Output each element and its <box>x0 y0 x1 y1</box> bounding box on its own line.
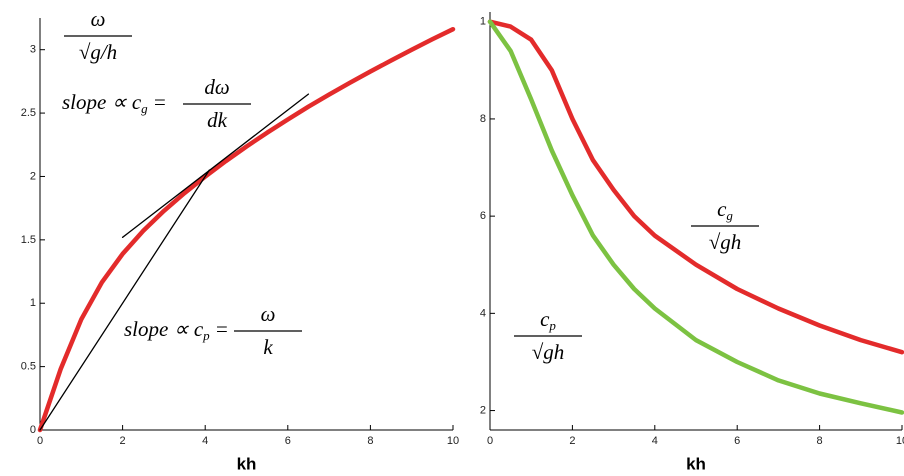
annotation-sub: p <box>202 328 210 343</box>
annotation-numerator: cg <box>717 197 733 223</box>
annotation-num: c <box>717 197 727 221</box>
x-axis-label: kh <box>686 454 706 473</box>
annotation: cg √gh <box>691 197 759 254</box>
annotation-rel: = <box>153 90 167 114</box>
y-tick-label: 0 <box>30 424 36 436</box>
x-tick-label: 0 <box>37 435 43 447</box>
series-line <box>39 169 210 431</box>
annotation: slope ∝ cp = ωk <box>124 302 302 359</box>
x-tick-label: 10 <box>447 435 459 447</box>
annotation-num: c <box>540 307 550 331</box>
annotation-numerator: dω <box>204 75 229 99</box>
x-tick-label: 2 <box>569 435 575 447</box>
annotation-text: slope ∝ cg = <box>62 90 167 116</box>
annotation-numerator: ω <box>261 302 276 326</box>
annotation-num-sub: p <box>548 318 556 333</box>
annotation-denominator: k <box>263 335 273 359</box>
annotation-label: slope ∝ c <box>124 317 204 341</box>
x-tick-label: 8 <box>367 435 373 447</box>
series-line <box>37 26 456 433</box>
y-tick-label: 6 <box>480 210 486 222</box>
annotation-denominator: √gh <box>532 340 565 364</box>
y-tick-label: 1.5 <box>21 234 36 246</box>
annotation-num: ω <box>91 7 106 31</box>
annotation-denominator: dk <box>207 108 228 132</box>
y-tick-label: 4 <box>480 307 486 319</box>
annotation-denominator: √g/h <box>79 40 117 64</box>
annotation-num-sub: g <box>726 208 733 223</box>
x-tick-label: 2 <box>120 435 126 447</box>
x-tick-label: 6 <box>285 435 291 447</box>
x-tick-label: 4 <box>652 435 658 447</box>
y-tick-label: 2.5 <box>21 107 36 119</box>
annotation-num: dω <box>204 75 229 99</box>
x-tick-label: 6 <box>734 435 740 447</box>
annotation-label: slope ∝ c <box>62 90 142 114</box>
annotation: cp √gh <box>514 307 582 364</box>
annotation: ω √g/h <box>64 7 132 64</box>
x-tick-label: 10 <box>896 435 904 447</box>
y-tick-label: 8 <box>480 113 486 125</box>
annotation-sub: g <box>141 101 148 116</box>
y-tick-label: 2 <box>30 170 36 182</box>
x-tick-label: 8 <box>817 435 823 447</box>
x-tick-label: 0 <box>487 435 493 447</box>
y-tick-label: 1 <box>480 16 486 28</box>
y-tick-label: 2 <box>480 404 486 416</box>
series-line <box>121 93 310 238</box>
annotation-num: ω <box>261 302 276 326</box>
y-tick-label: 0.5 <box>21 361 36 373</box>
annotation-numerator: cp <box>540 307 556 333</box>
annotation-denominator: √gh <box>709 230 742 254</box>
series-line <box>487 19 904 355</box>
annotation-numerator: ω <box>91 7 106 31</box>
annotation-rel: = <box>215 317 229 341</box>
y-tick-label: 3 <box>30 44 36 56</box>
series-line <box>487 19 904 415</box>
y-tick-label: 1 <box>30 297 36 309</box>
annotation-text: slope ∝ cp = <box>124 317 229 343</box>
annotation: slope ∝ cg = dω dk <box>62 75 251 132</box>
x-tick-label: 4 <box>202 435 208 447</box>
x-axis-label: kh <box>237 454 257 473</box>
